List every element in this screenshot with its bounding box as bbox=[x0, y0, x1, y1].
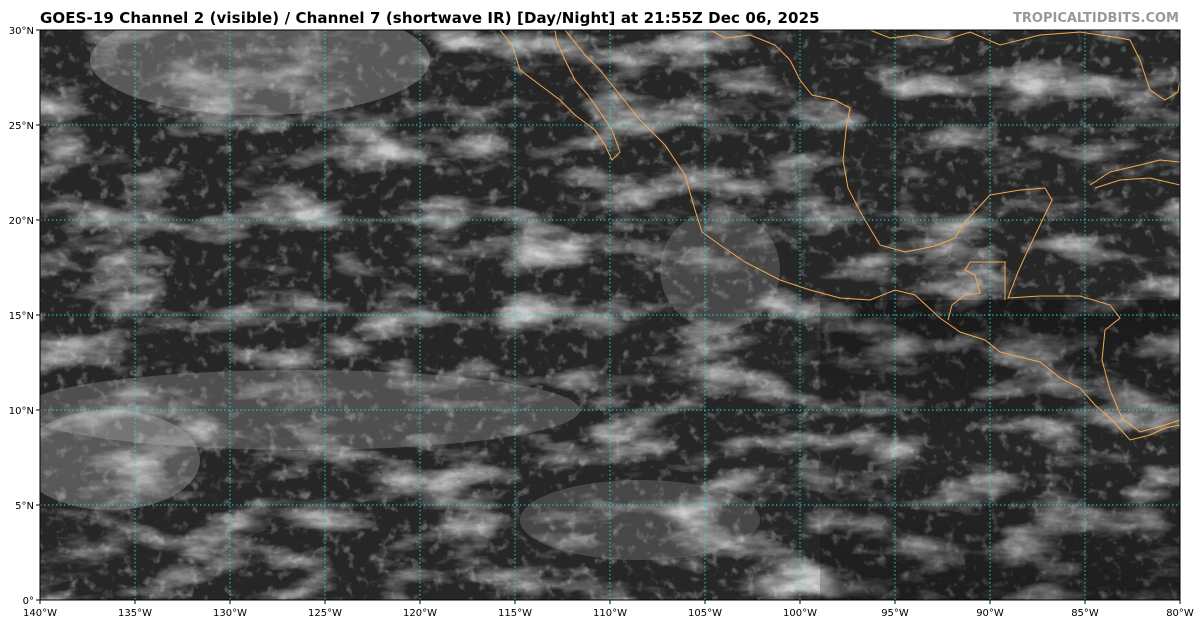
y-tick-label: 30°N bbox=[9, 26, 34, 37]
satellite-imagery bbox=[40, 30, 1180, 600]
y-tick-label: 10°N bbox=[9, 406, 34, 417]
x-tick-label: 115°W bbox=[498, 608, 532, 619]
baja-california-coast bbox=[499, 30, 621, 161]
cuba-coast bbox=[1089, 159, 1180, 186]
x-tick-label: 80°W bbox=[1166, 608, 1194, 619]
x-tick-label: 85°W bbox=[1071, 608, 1099, 619]
x-tick-label: 125°W bbox=[308, 608, 342, 619]
cuba-south-coast bbox=[1094, 177, 1180, 189]
x-tick-label: 95°W bbox=[881, 608, 909, 619]
x-tick-label: 110°W bbox=[593, 608, 627, 619]
x-tick-label: 90°W bbox=[976, 608, 1004, 619]
y-tick-label: 0° bbox=[23, 596, 34, 607]
us-gulf-coast bbox=[869, 30, 1180, 101]
map-title: GOES-19 Channel 2 (visible) / Channel 7 … bbox=[40, 9, 820, 27]
x-tick-label: 135°W bbox=[118, 608, 152, 619]
x-tick-label: 140°W bbox=[23, 608, 57, 619]
x-tick-label: 120°W bbox=[403, 608, 437, 619]
axis-ticks: 140°W 135°W 130°W 125°W 120°W 115°W 110°W 105°W… bbox=[9, 26, 1194, 619]
x-tick-label: 130°W bbox=[213, 608, 247, 619]
mexico-pacific-coast bbox=[564, 30, 1180, 441]
guatemala-border bbox=[947, 261, 1006, 321]
y-tick-label: 15°N bbox=[9, 311, 34, 322]
y-tick-label: 20°N bbox=[9, 216, 34, 227]
watermark: TROPICALTIDBITS.COM bbox=[1013, 11, 1179, 26]
y-tick-label: 25°N bbox=[9, 121, 34, 132]
x-tick-label: 105°W bbox=[688, 608, 722, 619]
y-tick-label: 5°N bbox=[15, 501, 34, 512]
x-tick-label: 100°W bbox=[783, 608, 817, 619]
